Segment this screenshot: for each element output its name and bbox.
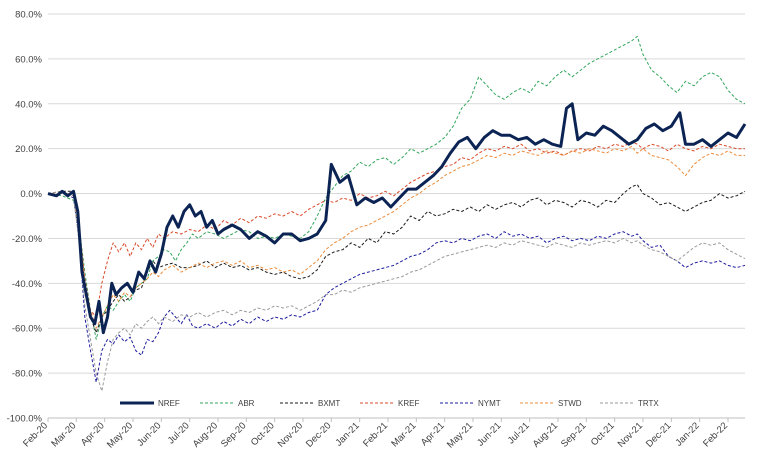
series-line-stwd [47,145,745,329]
x-tick-label: Oct-21 [589,420,617,448]
x-tick-label: Jan-22 [673,420,701,448]
legend-label-nref: NREF [158,399,180,408]
x-tick-label: Mar-21 [389,420,418,449]
y-tick-label: 0.0% [20,189,42,200]
x-tick-label: Dec-20 [304,420,333,449]
y-tick-label: 60.0% [15,54,42,65]
y-tick-label: 20.0% [15,144,42,155]
plot-area [47,35,747,392]
y-tick-label: -20.0% [12,234,43,245]
x-tick-label: Feb-22 [701,420,730,449]
x-tick-label: Jul-20 [166,420,192,446]
x-tick-label: Sep-21 [559,420,588,449]
legend-label-kref: KREF [398,399,419,408]
series-line-trtx [47,190,746,392]
legend: NREF ABR BXMT KREF NYMT STWD TRTX [120,399,659,408]
x-tick-label: Dec-21 [644,420,673,449]
grid-lines [48,13,745,419]
y-tick-label: -40.0% [12,279,43,290]
y-tick-label: 80.0% [15,10,42,21]
legend-label-abr: ABR [238,399,255,408]
x-tick-label: Aug-21 [531,420,560,449]
x-tick-label: Oct-20 [249,420,277,448]
y-axis: 80.0% 60.0% 40.0% 20.0% 0.0% -20.0% -40.0% -60.… [7,10,43,425]
x-tick-label: Feb-21 [361,420,390,449]
series-line-nref [47,102,747,335]
y-tick-label: -100.0% [7,414,43,425]
x-tick-label: May-20 [105,420,135,450]
x-tick-label: Mar-20 [49,420,78,449]
y-tick-label: -80.0% [12,369,43,380]
legend-label-bxmt: BXMT [318,399,340,408]
y-tick-label: 40.0% [15,99,42,110]
legend-label-nymt: NYMT [478,399,501,408]
series-line-nymt [47,190,746,383]
x-tick-label: Nov-20 [276,420,305,449]
x-tick-label: Apr-20 [79,420,107,448]
legend-label-trtx: TRTX [638,399,659,408]
x-tick-label: Apr-21 [419,420,447,448]
x-tick-label: Aug-20 [191,420,220,449]
x-tick-label: May-21 [445,420,475,450]
series-line-abr [47,35,746,340]
x-tick-label: Jul-21 [506,420,532,446]
x-tick-label: Sep-20 [219,420,248,449]
y-tick-label: -60.0% [12,324,43,335]
legend-label-stwd: STWD [558,399,582,408]
x-tick-label: Jan-21 [333,420,361,448]
series-line-bxmt [47,184,746,334]
series-line-kref [47,141,745,318]
x-tick-label: Jun-20 [135,420,163,448]
x-tick-label: Feb-20 [21,420,50,449]
x-tick-label: Nov-21 [616,420,645,449]
x-tick-label: Jun-21 [475,420,503,448]
